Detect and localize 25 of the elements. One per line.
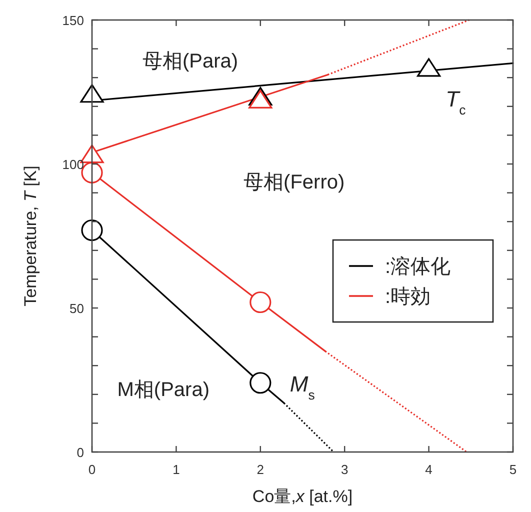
annotation: 母相(Ferro) — [244, 171, 345, 194]
point — [417, 58, 441, 77]
x-tick-label: 5 — [509, 462, 517, 477]
y-tick-label: 150 — [62, 13, 84, 28]
x-axis-title: Co量,x [at.%] — [252, 487, 353, 506]
x-tick-label: 1 — [172, 462, 180, 477]
legend-label: :溶体化 — [385, 256, 451, 278]
point — [250, 291, 272, 314]
y-tick-label: 50 — [70, 301, 84, 316]
annotation: 母相(Para) — [142, 50, 238, 73]
y-tick-label: 100 — [62, 157, 84, 172]
annotation: M相(Para) — [117, 378, 210, 401]
point — [81, 219, 103, 242]
y-tick-label: 0 — [76, 445, 84, 460]
annotation: M$_{s}$ — [290, 372, 316, 402]
annotation: T$_{c}$ — [446, 86, 466, 117]
x-tick-label: 3 — [340, 462, 348, 477]
point — [80, 84, 104, 103]
x-tick-label: 0 — [88, 462, 96, 477]
x-tick-label: 2 — [256, 462, 264, 477]
point — [250, 372, 272, 394]
point — [248, 90, 272, 108]
legend-label: :時効 — [385, 286, 431, 308]
x-tick-label: 4 — [425, 462, 432, 477]
y-axis-title: Temperature, T [K] — [21, 166, 40, 306]
